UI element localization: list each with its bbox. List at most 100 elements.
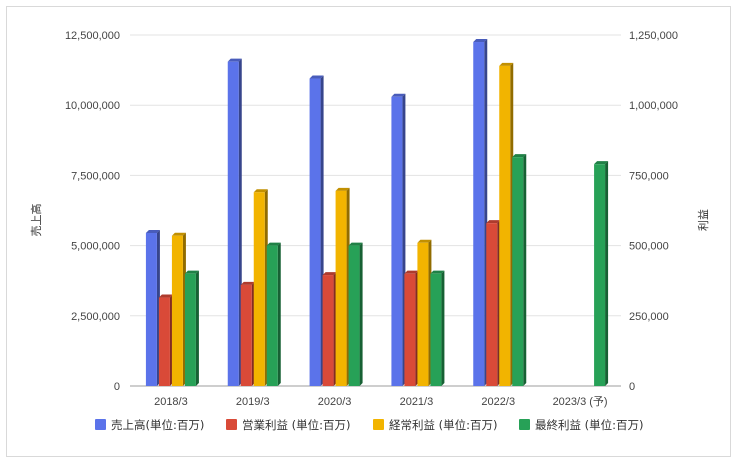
bar [145,229,160,386]
bar-front [391,96,403,386]
right-axis-title: 利益 [696,209,710,231]
right-axis-ticks: 0 250,000 500,000 750,000 1,000,000 1,250,000 [629,30,678,393]
chart-frame: 0 2,500,000 5,000,000 7,500,000 10,000,000 12… [6,6,731,457]
bar-side [359,242,363,386]
bar-front [158,297,170,386]
bar-top [348,242,363,246]
bar-front [348,245,360,386]
left-tick-label: 2,500,000 [71,311,120,323]
bar-front [145,232,157,386]
bar-top [473,39,488,43]
bar [486,220,501,386]
x-axis-ticks: 2018/3 2019/3 2020/3 2021/3 2022/3 2023/3 (予) [154,395,608,408]
bar [322,272,337,386]
bar-group [145,39,609,387]
bar [227,58,242,387]
bar [430,270,445,386]
bar-front [404,273,416,386]
legend-label: 営業利益 (単位:百万) [242,418,351,432]
bar-top [227,58,242,62]
right-tick-label: 250,000 [629,311,669,323]
bar [499,62,514,386]
bar-top [404,270,419,274]
bar-side [523,154,527,386]
bar [512,154,527,386]
legend-label: 経常利益 (単位:百万) [389,418,498,432]
bar [266,242,281,386]
bar-front [512,157,524,386]
legend-swatch [373,419,384,430]
bar-top [486,220,501,224]
x-tick-label: 2021/3 [400,396,434,408]
gridlines [130,34,621,387]
bar-front [309,78,321,387]
left-tick-label: 10,000,000 [65,100,120,112]
legend-swatch [519,419,530,430]
bar-front [430,273,442,386]
bar [171,232,186,386]
bar [391,93,406,386]
left-tick-label: 12,500,000 [65,30,120,42]
legend: 売上高(単位:百万) 営業利益 (単位:百万) 経常利益 (単位:百万) 最終利益 (… [95,418,644,432]
bar-top [171,232,186,236]
bar-top [309,75,324,79]
bar [404,270,419,386]
bar-side [277,242,281,386]
legend-swatch [226,419,237,430]
bar-front [335,190,347,386]
bar-front [473,42,485,387]
legend-label: 売上高(単位:百万) [111,418,204,432]
bar [158,294,173,386]
bar-top [499,62,514,66]
bar-side [195,270,199,386]
x-tick-label: 2023/3 (予) [553,395,608,408]
bar [348,242,363,386]
legend-swatch [95,419,106,430]
right-tick-label: 500,000 [629,241,669,253]
bar-side [605,161,609,386]
bar [594,161,609,386]
left-axis-title: 売上高 [29,204,43,237]
bar-front [594,164,606,386]
right-tick-label: 750,000 [629,170,669,182]
bar [417,239,432,386]
bar-front [322,275,334,386]
bar-top [184,270,199,274]
bar-front [171,235,183,386]
bar [253,189,268,386]
bar-top [253,189,268,193]
bar-side [441,270,445,386]
left-tick-label: 7,500,000 [71,170,120,182]
bar-top [430,270,445,274]
bar [184,270,199,386]
bar-top [322,272,337,276]
bar-front [266,245,278,386]
bar-top [266,242,281,246]
bar [240,281,255,386]
bar-top [335,187,350,191]
left-axis-ticks: 0 2,500,000 5,000,000 7,500,000 10,000,000 12… [65,30,120,393]
bar-top [512,154,527,158]
bar-top [145,229,160,233]
bar [473,39,488,387]
right-tick-label: 1,250,000 [629,30,678,42]
bar-front [486,223,498,386]
bar-top [594,161,609,165]
bar-front [417,242,429,386]
bar-front [184,273,196,386]
bar-top [391,93,406,97]
left-tick-label: 0 [114,381,120,393]
bar-top [417,239,432,243]
left-tick-label: 5,000,000 [71,241,120,253]
x-tick-label: 2019/3 [236,396,270,408]
x-tick-label: 2022/3 [481,396,515,408]
bar-top [240,281,255,285]
x-tick-label: 2020/3 [318,396,352,408]
bar-front [253,192,265,386]
bar-front [227,61,239,387]
right-tick-label: 1,000,000 [629,100,678,112]
bar [309,75,324,387]
right-tick-label: 0 [629,381,635,393]
legend-label: 最終利益 (単位:百万) [535,418,644,432]
bar-top [158,294,173,298]
